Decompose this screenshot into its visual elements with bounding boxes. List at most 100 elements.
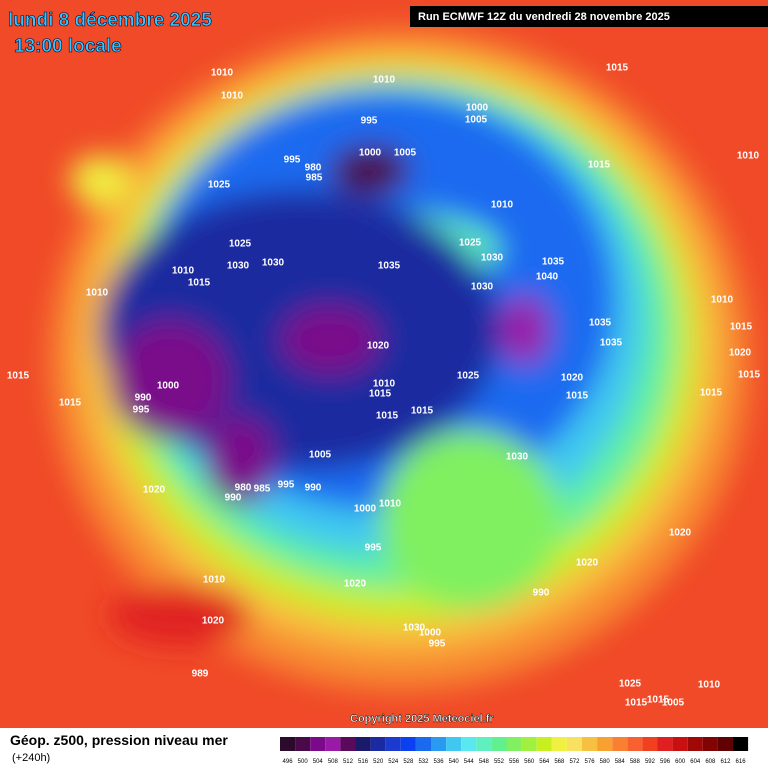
lead-time: (+240h) bbox=[12, 752, 50, 764]
isobar-label: 1020 bbox=[729, 348, 752, 359]
colorbar-swatch bbox=[733, 737, 749, 751]
colorbar-swatch bbox=[415, 737, 431, 751]
colorbar-label: 572 bbox=[569, 759, 580, 765]
isobar-label: 995 bbox=[278, 480, 295, 491]
colorbar-swatch bbox=[627, 737, 643, 751]
colorbar-label: 580 bbox=[600, 759, 611, 765]
isobar-label: 1035 bbox=[589, 318, 612, 329]
colorbar-swatch bbox=[310, 737, 326, 751]
colorbar-label: 504 bbox=[313, 759, 324, 765]
isobar-label: 995 bbox=[429, 639, 446, 650]
isobar-label: 1005 bbox=[309, 450, 332, 461]
isobar-label: 1015 bbox=[59, 398, 82, 409]
isobar-label: 1025 bbox=[457, 371, 480, 382]
colorbar-swatch bbox=[476, 737, 492, 751]
colorbar-label: 508 bbox=[328, 759, 339, 765]
colorbar-swatch bbox=[582, 737, 598, 751]
isobar-label: 1015 bbox=[411, 406, 434, 417]
isobar-label: 1020 bbox=[202, 616, 225, 627]
colorbar-label: 564 bbox=[539, 759, 550, 765]
colorbar-label: 612 bbox=[720, 759, 731, 765]
colorbar-swatch bbox=[597, 737, 613, 751]
colorbar-swatch bbox=[340, 737, 356, 751]
isobar-labels: 1010101010101015100010059959959809851000… bbox=[7, 63, 761, 709]
isobar-label: 1010 bbox=[379, 499, 402, 510]
footer-title: Géop. z500, pression niveau mer bbox=[10, 732, 228, 748]
isobar-label: 1000 bbox=[354, 504, 377, 515]
local-time: 13:00 locale bbox=[14, 36, 122, 57]
colorbar-label: 548 bbox=[479, 759, 490, 765]
z500-field bbox=[0, 0, 768, 728]
colorbar-swatch bbox=[325, 737, 341, 751]
isobar-label: 1005 bbox=[394, 148, 417, 159]
colorbar-swatch bbox=[385, 737, 401, 751]
colorbar-swatch bbox=[687, 737, 703, 751]
colorbar-swatch bbox=[491, 737, 507, 751]
isobar-label: 1035 bbox=[600, 338, 623, 349]
colorbar-swatch bbox=[566, 737, 582, 751]
isobar-label: 1015 bbox=[730, 322, 753, 333]
date: lundi 8 décembre 2025 bbox=[8, 10, 212, 31]
isobar-label: 1015 bbox=[700, 388, 723, 399]
isobar-label: 980 bbox=[235, 483, 252, 494]
isobar-label: 1010 bbox=[491, 200, 514, 211]
colorbar-label: 576 bbox=[585, 759, 596, 765]
colorbar-label: 540 bbox=[449, 759, 460, 765]
isobar-label: 1035 bbox=[542, 257, 565, 268]
isobar-label: 1010 bbox=[737, 151, 760, 162]
colorbar-label: 588 bbox=[630, 759, 641, 765]
run-info: Run ECMWF 12Z du vendredi 28 novembre 20… bbox=[418, 11, 670, 23]
isobar-label: 1000 bbox=[419, 628, 442, 639]
colorbar-swatch bbox=[521, 737, 537, 751]
colorbar-label: 604 bbox=[690, 759, 701, 765]
colorbar-swatch bbox=[280, 737, 296, 751]
isobar-label: 1040 bbox=[536, 272, 559, 283]
copyright: Copyright 2025 Meteociel.fr bbox=[350, 713, 494, 725]
isobar-label: 980 bbox=[305, 163, 322, 174]
isobar-label: 1010 bbox=[698, 680, 721, 691]
isobar-label: 1010 bbox=[172, 266, 195, 277]
colorbar-label: 516 bbox=[358, 759, 369, 765]
isobar-label: 1010 bbox=[711, 295, 734, 306]
colorbar-swatch bbox=[506, 737, 522, 751]
colorbar-swatch bbox=[461, 737, 477, 751]
isobar-label: 1015 bbox=[376, 411, 399, 422]
isobar-label: 995 bbox=[361, 116, 378, 127]
colorbar-swatch bbox=[355, 737, 371, 751]
colorbar-label: 556 bbox=[509, 759, 520, 765]
colorbar-swatch bbox=[370, 737, 386, 751]
isobar-label: 1010 bbox=[221, 91, 244, 102]
colorbar-swatch bbox=[717, 737, 733, 751]
isobar-label: 1030 bbox=[227, 261, 250, 272]
colorbar-label: 592 bbox=[645, 759, 656, 765]
isobar-label: 1015 bbox=[369, 389, 392, 400]
isobar-label: 990 bbox=[225, 493, 242, 504]
colorbar-swatch bbox=[642, 737, 658, 751]
isobar-label: 1035 bbox=[378, 261, 401, 272]
colorbar-label: 500 bbox=[298, 759, 309, 765]
isobar-label: 1020 bbox=[576, 558, 599, 569]
isobar-label: 1015 bbox=[566, 391, 589, 402]
colorbar-label: 524 bbox=[388, 759, 399, 765]
isobar-label: 1025 bbox=[208, 180, 231, 191]
colorbar-swatch bbox=[431, 737, 447, 751]
isobar-label: 1015 bbox=[188, 278, 211, 289]
isobar-label: 1000 bbox=[157, 381, 180, 392]
isobar-label: 1000 bbox=[359, 148, 382, 159]
isobar-label: 1020 bbox=[367, 341, 390, 352]
isobar-label: 985 bbox=[254, 484, 271, 495]
colorbar-label: 616 bbox=[736, 759, 747, 765]
run-box bbox=[410, 6, 768, 27]
isobar-label: 1015 bbox=[7, 371, 30, 382]
isobar-label: 1010 bbox=[373, 75, 396, 86]
isobar-label: 1020 bbox=[669, 528, 692, 539]
colorbar-swatch bbox=[295, 737, 311, 751]
isobar-label: 1030 bbox=[481, 253, 504, 264]
colorbar-label: 560 bbox=[524, 759, 535, 765]
isobar-label: 1025 bbox=[229, 239, 252, 250]
colorbar-label: 608 bbox=[705, 759, 716, 765]
colorbar-label: 596 bbox=[660, 759, 671, 765]
isobar-label: 1015 bbox=[647, 695, 670, 706]
colorbar-swatch bbox=[536, 737, 552, 751]
